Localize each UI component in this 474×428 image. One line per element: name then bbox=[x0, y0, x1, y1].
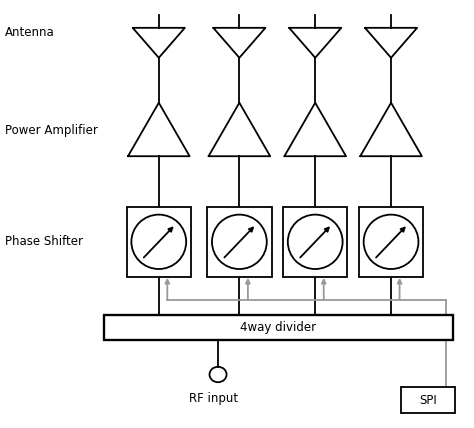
FancyBboxPatch shape bbox=[283, 207, 347, 277]
Text: Power Amplifier: Power Amplifier bbox=[5, 124, 98, 137]
FancyBboxPatch shape bbox=[207, 207, 272, 277]
Text: SPI: SPI bbox=[419, 394, 437, 407]
FancyBboxPatch shape bbox=[127, 207, 191, 277]
Text: 4way divider: 4way divider bbox=[240, 321, 317, 334]
Text: Antenna: Antenna bbox=[5, 26, 55, 39]
Text: Phase Shifter: Phase Shifter bbox=[5, 235, 83, 248]
Bar bbox=[104, 315, 453, 340]
FancyBboxPatch shape bbox=[359, 207, 423, 277]
Text: RF input: RF input bbox=[189, 392, 238, 404]
Bar bbox=[401, 387, 455, 413]
